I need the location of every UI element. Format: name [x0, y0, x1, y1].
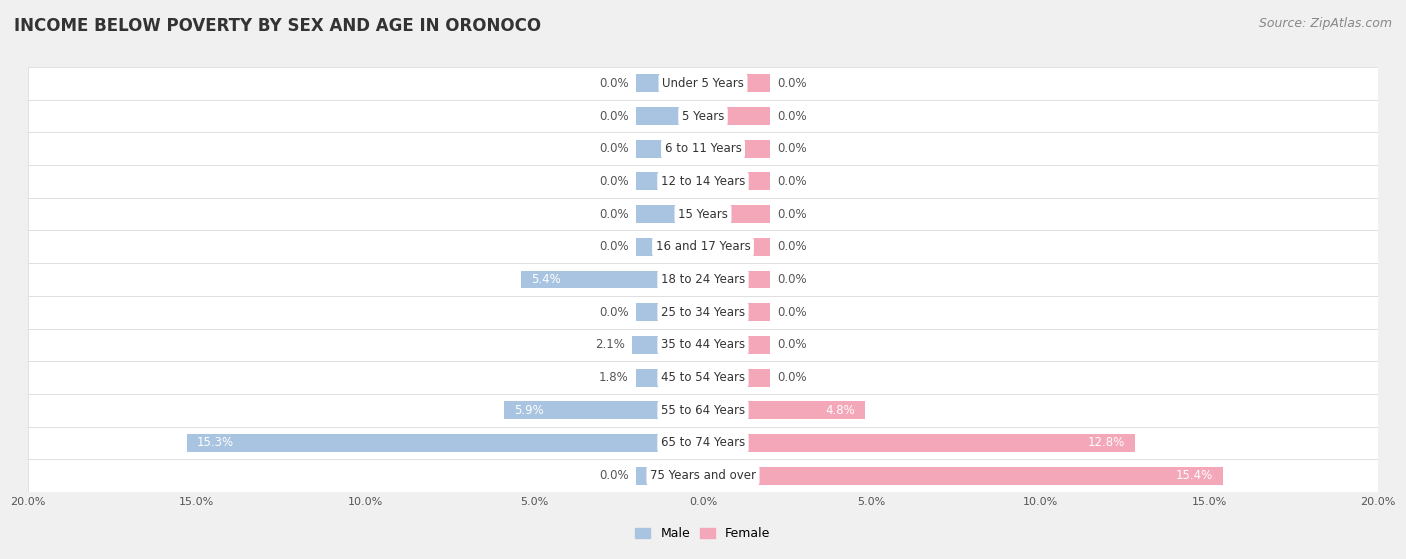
Bar: [636, 205, 703, 223]
Text: 0.0%: 0.0%: [778, 338, 807, 352]
Bar: [703, 238, 770, 256]
Text: 0.0%: 0.0%: [778, 207, 807, 221]
Bar: [28, 263, 1378, 296]
Bar: [703, 205, 770, 223]
Bar: [28, 198, 1378, 230]
Bar: [633, 336, 703, 354]
Text: 0.0%: 0.0%: [778, 240, 807, 253]
Bar: [703, 467, 1223, 485]
Bar: [703, 107, 770, 125]
Text: 15.4%: 15.4%: [1175, 469, 1212, 482]
Text: 4.8%: 4.8%: [825, 404, 855, 416]
Bar: [636, 238, 703, 256]
Bar: [503, 401, 703, 419]
Text: 0.0%: 0.0%: [599, 469, 628, 482]
Bar: [520, 271, 703, 288]
Bar: [703, 140, 770, 158]
Bar: [703, 74, 770, 92]
Text: 5.9%: 5.9%: [515, 404, 544, 416]
Bar: [187, 434, 703, 452]
Text: INCOME BELOW POVERTY BY SEX AND AGE IN ORONOCO: INCOME BELOW POVERTY BY SEX AND AGE IN O…: [14, 17, 541, 35]
Bar: [28, 165, 1378, 198]
Text: 12.8%: 12.8%: [1088, 437, 1125, 449]
Bar: [28, 67, 1378, 100]
Text: 0.0%: 0.0%: [778, 175, 807, 188]
Text: 18 to 24 Years: 18 to 24 Years: [661, 273, 745, 286]
Text: 12 to 14 Years: 12 to 14 Years: [661, 175, 745, 188]
Text: 5 Years: 5 Years: [682, 110, 724, 122]
Bar: [28, 394, 1378, 427]
Text: 0.0%: 0.0%: [778, 306, 807, 319]
Bar: [703, 173, 770, 191]
Bar: [28, 329, 1378, 361]
Bar: [636, 467, 703, 485]
Text: 0.0%: 0.0%: [599, 77, 628, 90]
Bar: [636, 140, 703, 158]
Bar: [703, 336, 770, 354]
Text: 0.0%: 0.0%: [599, 240, 628, 253]
Text: 0.0%: 0.0%: [599, 175, 628, 188]
Bar: [28, 361, 1378, 394]
Bar: [636, 303, 703, 321]
Text: 6 to 11 Years: 6 to 11 Years: [665, 143, 741, 155]
Text: 0.0%: 0.0%: [778, 110, 807, 122]
Bar: [703, 434, 1135, 452]
Text: Source: ZipAtlas.com: Source: ZipAtlas.com: [1258, 17, 1392, 30]
Text: 65 to 74 Years: 65 to 74 Years: [661, 437, 745, 449]
Text: 0.0%: 0.0%: [599, 110, 628, 122]
Text: 0.0%: 0.0%: [778, 273, 807, 286]
Bar: [28, 296, 1378, 329]
Bar: [28, 230, 1378, 263]
Bar: [28, 132, 1378, 165]
Bar: [636, 368, 703, 386]
Bar: [636, 74, 703, 92]
Text: 1.8%: 1.8%: [599, 371, 628, 384]
Bar: [703, 401, 865, 419]
Bar: [636, 107, 703, 125]
Text: 0.0%: 0.0%: [778, 143, 807, 155]
Text: 0.0%: 0.0%: [778, 371, 807, 384]
Bar: [636, 173, 703, 191]
Text: 0.0%: 0.0%: [599, 143, 628, 155]
Bar: [28, 427, 1378, 459]
Bar: [703, 303, 770, 321]
Text: Under 5 Years: Under 5 Years: [662, 77, 744, 90]
Text: 5.4%: 5.4%: [531, 273, 561, 286]
Text: 15.3%: 15.3%: [197, 437, 233, 449]
Text: 35 to 44 Years: 35 to 44 Years: [661, 338, 745, 352]
Bar: [703, 368, 770, 386]
Text: 16 and 17 Years: 16 and 17 Years: [655, 240, 751, 253]
Text: 75 Years and over: 75 Years and over: [650, 469, 756, 482]
Text: 0.0%: 0.0%: [778, 77, 807, 90]
Bar: [703, 271, 770, 288]
Legend: Male, Female: Male, Female: [630, 522, 776, 545]
Text: 2.1%: 2.1%: [596, 338, 626, 352]
Text: 15 Years: 15 Years: [678, 207, 728, 221]
Text: 55 to 64 Years: 55 to 64 Years: [661, 404, 745, 416]
Text: 0.0%: 0.0%: [599, 207, 628, 221]
Text: 45 to 54 Years: 45 to 54 Years: [661, 371, 745, 384]
Bar: [28, 100, 1378, 132]
Text: 25 to 34 Years: 25 to 34 Years: [661, 306, 745, 319]
Text: 0.0%: 0.0%: [599, 306, 628, 319]
Bar: [28, 459, 1378, 492]
